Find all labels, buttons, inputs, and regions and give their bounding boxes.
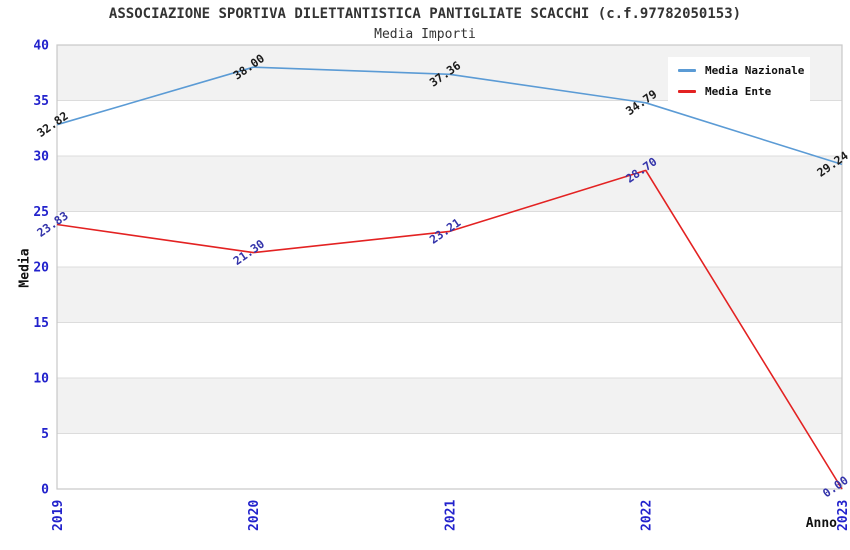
y-tick-label: 0 xyxy=(41,483,49,498)
grid-band xyxy=(57,156,842,212)
x-tick-label: 2020 xyxy=(247,500,262,531)
y-tick-label: 5 xyxy=(41,427,49,442)
legend-label: Media Nazionale xyxy=(705,64,805,77)
legend-swatch-red-line-icon xyxy=(678,90,696,93)
series-line-media-ente xyxy=(56,169,843,490)
y-tick-label: 15 xyxy=(33,316,49,331)
x-tick-label: 2023 xyxy=(836,500,850,531)
legend-swatch-blue-line-icon xyxy=(678,69,696,72)
point-label-media-nazionale: 32.82 xyxy=(34,109,70,140)
y-tick-label: 25 xyxy=(33,205,49,220)
grid-band xyxy=(57,267,842,323)
grid-band xyxy=(57,378,842,434)
legend-item-media-nazionale: Media Nazionale xyxy=(678,64,804,77)
y-tick-label: 20 xyxy=(33,261,49,276)
x-axis-label: Anno xyxy=(805,516,837,531)
legend: Media Nazionale Media Ente xyxy=(668,57,810,105)
y-tick-label: 30 xyxy=(33,150,49,165)
series-line-media-nazionale xyxy=(56,66,843,166)
chart-subtitle: Media Importi xyxy=(374,27,476,42)
x-tick-label: 2021 xyxy=(443,500,458,531)
chart-title: ASSOCIAZIONE SPORTIVA DILETTANTISTICA PA… xyxy=(108,6,742,22)
y-tick-label: 40 xyxy=(33,39,49,54)
y-axis-label: Media xyxy=(17,248,33,288)
legend-item-media-ente: Media Ente xyxy=(678,85,800,98)
legend-label: Media Ente xyxy=(705,85,772,98)
x-tick-label: 2019 xyxy=(51,500,66,531)
x-tick-label: 2022 xyxy=(640,500,655,531)
y-tick-label: 10 xyxy=(33,372,49,387)
plot-border xyxy=(56,44,843,490)
y-tick-label: 35 xyxy=(33,94,49,109)
point-label-media-ente: 23.21 xyxy=(427,215,463,246)
